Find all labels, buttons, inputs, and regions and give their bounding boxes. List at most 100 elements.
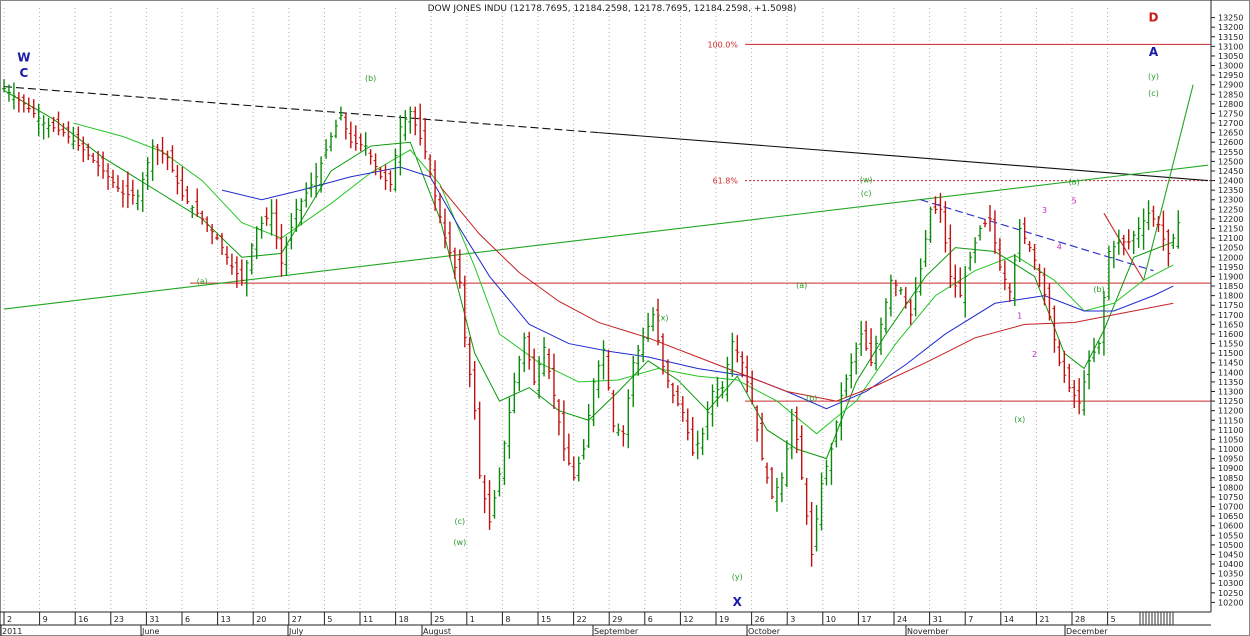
y-tick-label: 11000 [1218,445,1243,454]
x-tick-label: 14 [1004,615,1014,624]
y-tick-label: 12400 [1218,177,1243,186]
x-tick-label: 21 [1039,615,1049,624]
x-tick-label: 18 [399,615,409,624]
y-tick-label: 12600 [1218,138,1243,147]
x-tick-label: 17 [861,615,871,624]
wave-label: (b) [1093,285,1104,294]
reference-lines: 100.0% 61.8% [190,40,1211,402]
y-tick-label: 10850 [1218,474,1243,483]
y-tick-label: 11300 [1218,387,1243,396]
y-tick-label: 12000 [1218,253,1243,262]
reference-line-label: 61.8% [713,177,739,186]
y-tick-label: 10350 [1218,570,1243,579]
y-tick-label: 12300 [1218,196,1243,205]
y-tick-label: 13050 [1218,52,1243,61]
x-tick-label: 23 [114,615,124,624]
x-tick-label: 5 [327,615,332,624]
y-tick-label: 13000 [1218,62,1243,71]
y-tick-label: 11150 [1218,416,1243,425]
wave-label: D [1149,10,1159,24]
y-tick-label: 12250 [1218,205,1243,214]
y-tick-label: 11050 [1218,435,1243,444]
x-tick-label: 1 [470,615,475,624]
wave-label: 4 [1057,243,1062,252]
moving-averages [3,90,1174,460]
y-tick-label: 11100 [1218,426,1243,435]
y-tick-label: 13250 [1218,14,1243,23]
y-tick-label: 10900 [1218,464,1243,473]
y-tick-label: 12850 [1218,90,1243,99]
y-tick-label: 12650 [1218,129,1243,138]
reference-line-label: 100.0% [707,40,738,49]
x-tick-label: 12 [683,615,693,624]
y-tick-label: 11600 [1218,330,1243,339]
y-tick-label: 10750 [1218,493,1243,502]
y-tick-label: 10650 [1218,512,1243,521]
y-tick-label: 12350 [1218,186,1243,195]
moving-average-line [221,166,1174,410]
y-tick-label: 13200 [1218,23,1243,32]
x-tick-label: 10 [826,615,836,624]
x-tick-label: 28 [1075,615,1085,624]
y-tick-label: 10500 [1218,541,1243,550]
y-tick-label: 11450 [1218,359,1243,368]
wave-label: 1 [1017,312,1022,321]
trend-lines [3,84,1209,310]
x-tick-label: 6 [185,615,190,624]
y-tick-label: 11800 [1218,292,1243,301]
y-tick-label: 11250 [1218,397,1243,406]
wave-label: (c) [1148,89,1159,98]
y-tick-label: 10700 [1218,503,1243,512]
price-bars [2,79,1181,567]
x-tick-label: 9 [43,615,48,624]
month-label: August [423,627,451,636]
y-tick-label: 10550 [1218,531,1243,540]
y-tick-label: 12800 [1218,100,1243,109]
trend-line [598,132,1209,182]
wave-label: (a) [1069,177,1080,186]
y-tick-label: 10450 [1218,550,1243,559]
moving-average-line [3,90,1174,460]
y-tick-label: 11750 [1218,301,1243,310]
month-label: December [1066,627,1108,636]
y-tick-label: 10800 [1218,483,1243,492]
y-tick-label: 13100 [1218,42,1243,51]
x-tick-label: 27 [292,615,302,624]
y-tick-label: 10600 [1218,522,1243,531]
y-tick-label: 10300 [1218,579,1243,588]
y-tick-label: 12950 [1218,71,1243,80]
x-tick-label: 31 [933,615,943,624]
wave-label: (a) [796,281,807,290]
y-tick-label: 12150 [1218,225,1243,234]
y-tick-label: 12700 [1218,119,1243,128]
x-tick-label: 15 [541,615,551,624]
wave-label: (b) [365,74,376,83]
y-tick-label: 12200 [1218,215,1243,224]
moving-average-line [439,186,1174,402]
x-tick-label: 19 [719,615,729,624]
x-tick-label: 7 [968,615,973,624]
y-tick-label: 11650 [1218,320,1243,329]
x-tick-label: 13 [221,615,231,624]
wave-label: (c) [455,517,466,526]
wave-label: C [20,66,29,80]
trend-line [920,199,1154,272]
month-label: July [288,627,304,636]
y-tick-label: 10950 [1218,455,1243,464]
y-tick-label: 12550 [1218,148,1243,157]
x-tick-label: 3 [790,615,795,624]
wave-label: X [733,595,743,609]
wave-label: 5 [1072,197,1077,206]
wave-label: (w) [453,538,466,547]
y-tick-label: 11200 [1218,407,1243,416]
y-tick-label: 12500 [1218,157,1243,166]
y-tick-label: 13150 [1218,33,1243,42]
wave-label: (y) [732,572,743,581]
y-tick-label: 11700 [1218,311,1243,320]
x-tick-label: 26 [755,615,765,624]
month-label: 2011 [2,627,22,636]
x-axis: 2 9 16 23 31 6 13 20 27 5 11 18 25 1 8 15 22 29 6 12 19 26 3 10… [0,611,1211,636]
